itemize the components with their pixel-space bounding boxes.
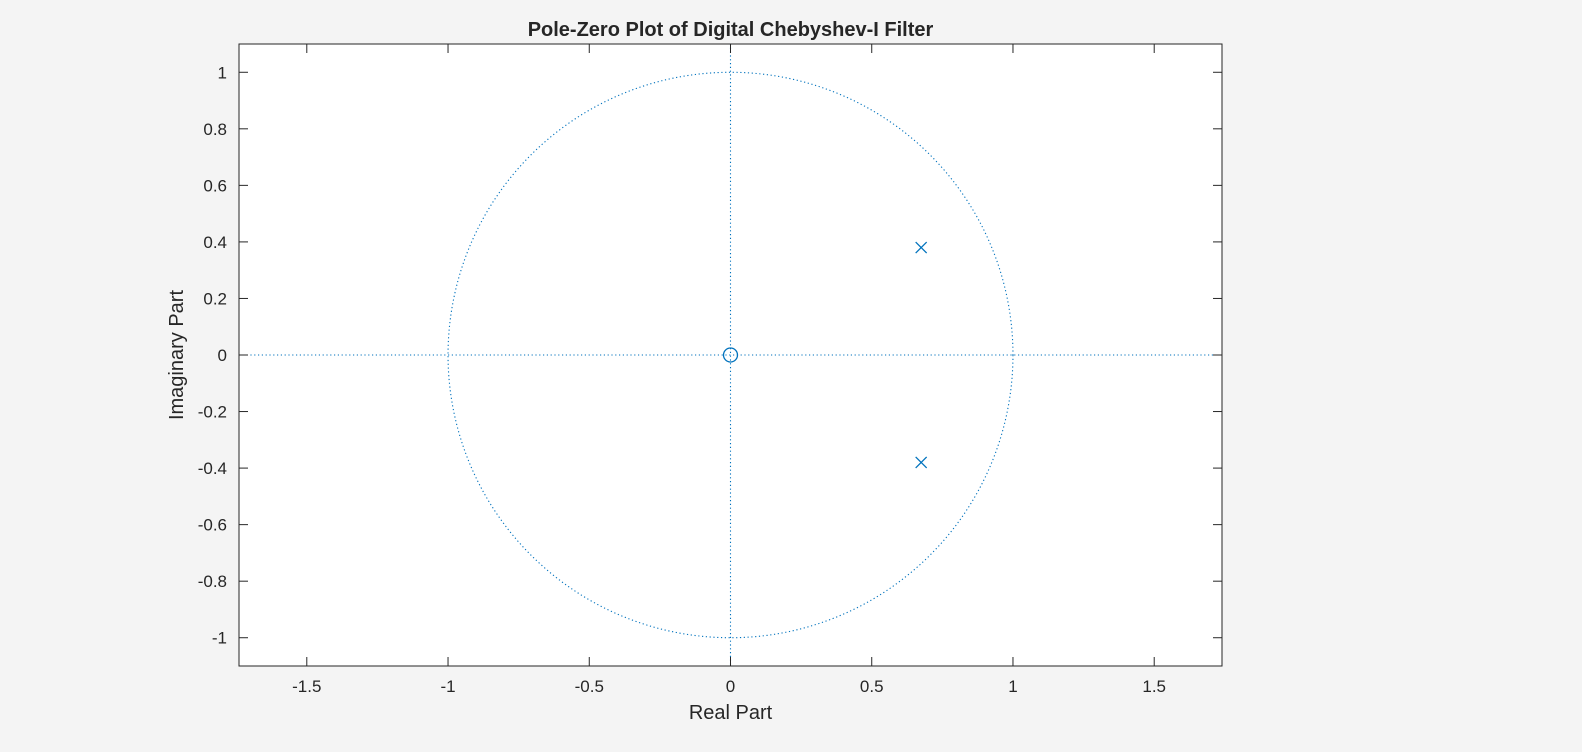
x-tick-label: 1.5 (1142, 677, 1166, 696)
x-axis-label: Real Part (689, 702, 773, 724)
x-tick-label: -1 (440, 677, 455, 696)
y-tick-label: 0.8 (203, 120, 227, 139)
poles-series (915, 241, 928, 469)
y-tick-label: 0.6 (203, 176, 227, 195)
y-tick-label: -0.8 (198, 572, 227, 591)
y-tick-label: -0.6 (198, 516, 227, 535)
unit-circle (447, 71, 1014, 639)
y-tick-label: -0.2 (198, 403, 227, 422)
axes-box (238, 43, 1223, 667)
y-tick-label: -0.4 (198, 459, 227, 478)
chart-title: Pole-Zero Plot of Digital Chebyshev-I Fi… (528, 19, 934, 41)
y-axis-label: Imaginary Part (166, 290, 188, 420)
zeros-series (722, 347, 739, 363)
x-tick-label: 0.5 (860, 677, 884, 696)
y-tick-label: 0 (218, 346, 227, 365)
x-tick-label: -0.5 (575, 677, 604, 696)
x-tick-label: 1 (1008, 677, 1017, 696)
y-axis-ticks: 1 0.8 0.6 0.4 0.2 0 -0.2 -0.4 -0.6 -0.8 -1 (198, 63, 1222, 648)
x-tick-label: -1.5 (292, 677, 321, 696)
y-tick-label: 0.4 (203, 233, 227, 252)
x-axis-ticks: -1.5 -1 -0.5 0 0.5 1 1.5 (292, 44, 1166, 696)
pole-marker-0 (915, 241, 928, 254)
y-tick-label: -1 (212, 629, 227, 648)
x-tick-label: 0 (726, 677, 735, 696)
zero-marker-0 (722, 347, 739, 363)
pole-marker-1 (915, 456, 928, 469)
y-tick-label: 1 (218, 63, 227, 82)
y-tick-label: 0.2 (203, 289, 227, 308)
